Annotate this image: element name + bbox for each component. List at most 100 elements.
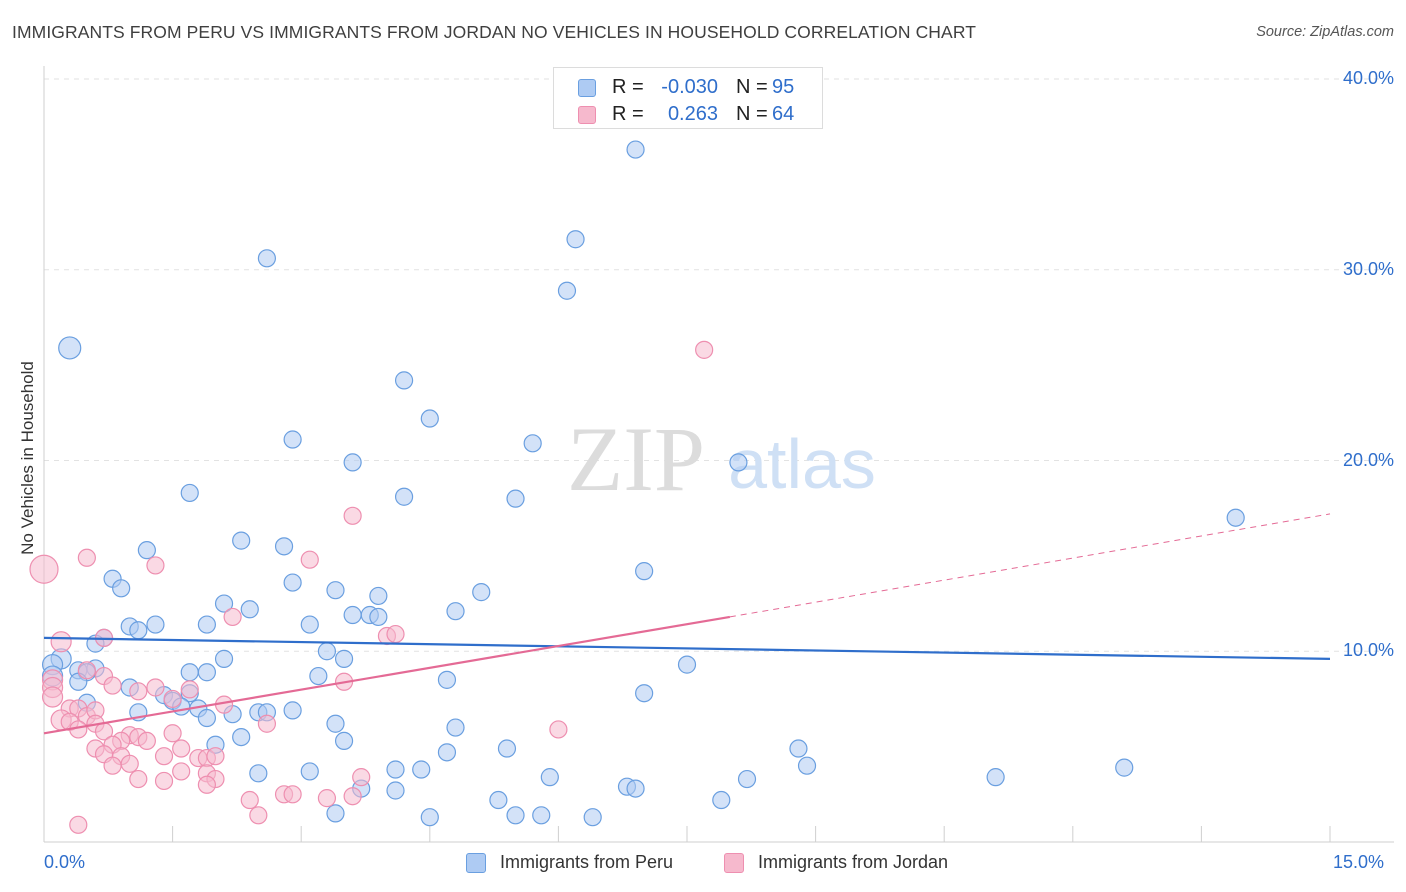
peru-point [214, 594, 234, 613]
peru-point [197, 708, 216, 728]
peru-point [326, 714, 345, 733]
y-tick-label: 20.0% [1342, 449, 1394, 470]
jordan-point [129, 682, 148, 701]
jordan-trend-line [43, 615, 731, 735]
peru-point [283, 701, 302, 720]
peru-point [626, 779, 645, 798]
peru-point [635, 562, 654, 581]
data-points [29, 140, 1245, 834]
peru-point [583, 808, 602, 827]
peru-point [317, 642, 337, 661]
jordan-point [120, 754, 139, 773]
jordan-point [240, 790, 259, 810]
jordan-point [103, 676, 122, 695]
peru-legend-swatch-icon [466, 853, 486, 873]
n-value: 95 [772, 76, 795, 98]
peru-point [489, 790, 508, 810]
y-tick-label: 30.0% [1342, 258, 1394, 279]
jordan-point [257, 714, 277, 733]
jordan-point [163, 724, 182, 743]
jordan-point [137, 731, 156, 751]
jordan-point [223, 607, 242, 627]
jordan-trend-extension [729, 513, 1331, 618]
peru-point [437, 670, 457, 689]
peru-point [326, 581, 345, 600]
r-value: -0.030 [661, 76, 718, 98]
peru-point [386, 760, 405, 779]
peru-point [58, 336, 82, 360]
jordan-legend-swatch-icon [724, 853, 744, 873]
chart-title: IMMIGRANTS FROM PERU VS IMMIGRANTS FROM … [12, 22, 977, 42]
peru-point [180, 483, 199, 503]
jordan-point [69, 815, 88, 834]
peru-point [729, 453, 748, 472]
peru-point [497, 739, 517, 758]
peru-point [1115, 758, 1134, 777]
jordan-point [343, 787, 362, 806]
peru-point [137, 541, 156, 560]
peru-point [283, 573, 302, 592]
peru-point [523, 434, 542, 453]
peru-point [309, 666, 328, 686]
jordan-point [50, 631, 72, 653]
peru-point [283, 430, 302, 449]
jordan-swatch-icon [578, 106, 596, 124]
r-label: R = [612, 76, 644, 98]
peru-point [369, 586, 388, 606]
peru-point [635, 684, 654, 703]
peru-point [343, 453, 362, 472]
jordan-point [283, 785, 302, 804]
peru-point [532, 806, 551, 825]
peru-point [334, 731, 354, 751]
jordan-point [29, 554, 59, 584]
peru-point [986, 768, 1005, 787]
jordan-point [180, 680, 199, 699]
jordan-point [103, 756, 122, 775]
peru-point [232, 531, 251, 550]
peru-point [257, 249, 277, 268]
peru-point [129, 621, 148, 640]
y-tick-label: 40.0% [1342, 68, 1394, 88]
r-label: R = [612, 103, 644, 125]
legend-label: Immigrants from Peru [500, 852, 674, 872]
watermark-atlas: atlas [728, 425, 876, 503]
peru-point [180, 663, 199, 682]
jordan-point [172, 762, 191, 781]
gridlines [44, 78, 1394, 652]
peru-point [712, 790, 731, 810]
peru-point [797, 756, 817, 775]
peru-point [249, 764, 268, 783]
peru-point [274, 537, 294, 556]
n-label: N = [736, 76, 768, 98]
jordan-point [154, 771, 174, 791]
source-credit: Source: ZipAtlas.com [1256, 24, 1394, 40]
peru-point [334, 649, 354, 668]
peru-point [446, 718, 465, 737]
peru-point [626, 140, 645, 159]
x-tick-label-max: 15.0% [1333, 852, 1385, 872]
jordan-point [146, 556, 165, 575]
peru-point [197, 663, 216, 682]
peru-point [472, 583, 491, 602]
peru-point [446, 602, 465, 621]
jordan-point [146, 678, 165, 697]
y-tick-label: 10.0% [1342, 640, 1394, 661]
peru-swatch-icon [578, 79, 596, 97]
jordan-point [172, 739, 191, 758]
n-label: N = [736, 103, 768, 125]
peru-point [557, 281, 577, 300]
jordan-point [386, 624, 405, 644]
n-value: 64 [772, 103, 795, 125]
peru-point [412, 760, 431, 779]
peru-point [394, 487, 414, 506]
peru-point [540, 768, 559, 787]
watermark: ZIP atlas [567, 408, 876, 510]
stats-legend: R = -0.030 N = 95 R = 0.263 N = 64 [553, 67, 823, 129]
peru-point [506, 489, 525, 508]
peru-trend-line [43, 636, 1331, 660]
jordan-point [549, 720, 568, 739]
peru-point [437, 743, 457, 762]
peru-point [1226, 508, 1245, 527]
jordan-point [154, 747, 174, 766]
